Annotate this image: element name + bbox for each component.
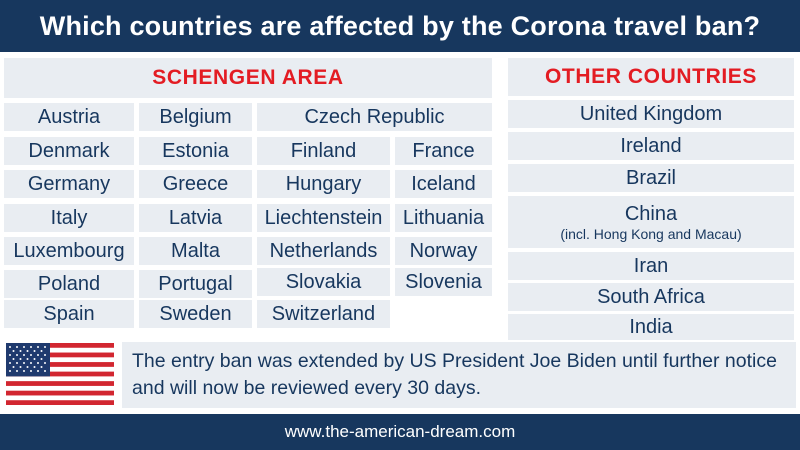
country-switzerland: Switzerland: [257, 300, 390, 328]
country-finland: Finland: [257, 137, 390, 165]
schengen-heading: SCHENGEN AREA: [4, 58, 492, 98]
country-luxembourg: Luxembourg: [4, 237, 134, 265]
country-china-box: China (incl. Hong Kong and Macau): [508, 196, 794, 248]
country-belgium: Belgium: [139, 103, 252, 131]
country-united-kingdom: United Kingdom: [508, 100, 794, 128]
country-italy: Italy: [4, 204, 134, 232]
country-latvia: Latvia: [139, 204, 252, 232]
country-estonia: Estonia: [139, 137, 252, 165]
country-south-africa: South Africa: [508, 283, 794, 311]
country-slovakia: Slovakia: [257, 268, 390, 296]
country-iceland: Iceland: [395, 170, 492, 198]
country-france: France: [395, 137, 492, 165]
country-lithuania: Lithuania: [395, 204, 492, 232]
country-hungary: Hungary: [257, 170, 390, 198]
country-poland: Poland: [4, 270, 134, 298]
country-malta: Malta: [139, 237, 252, 265]
china-note: (incl. Hong Kong and Macau): [560, 225, 742, 242]
other-countries-heading: OTHER COUNTRIES: [508, 58, 794, 96]
country-iran: Iran: [508, 252, 794, 280]
country-denmark: Denmark: [4, 137, 134, 165]
footer-website[interactable]: www.the-american-dream.com: [0, 414, 800, 450]
country-portugal: Portugal: [139, 270, 252, 298]
country-spain: Spain: [4, 300, 134, 328]
country-netherlands: Netherlands: [257, 237, 390, 265]
country-china: China: [624, 202, 678, 225]
notice-box: The entry ban was extended by US Preside…: [122, 342, 796, 408]
notice-text: The entry ban was extended by US Preside…: [132, 350, 777, 399]
country-liechtenstein: Liechtenstein: [257, 204, 390, 232]
country-germany: Germany: [4, 170, 134, 198]
country-brazil: Brazil: [508, 164, 794, 192]
country-czech-republic: Czech Republic: [257, 103, 492, 131]
country-slovenia: Slovenia: [395, 268, 492, 296]
country-austria: Austria: [4, 103, 134, 131]
page-title: Which countries are affected by the Coro…: [0, 0, 800, 52]
country-sweden: Sweden: [139, 300, 252, 328]
country-india: India: [508, 314, 794, 340]
us-flag-icon: [6, 343, 114, 405]
country-ireland: Ireland: [508, 132, 794, 160]
country-greece: Greece: [139, 170, 252, 198]
country-norway: Norway: [395, 237, 492, 265]
